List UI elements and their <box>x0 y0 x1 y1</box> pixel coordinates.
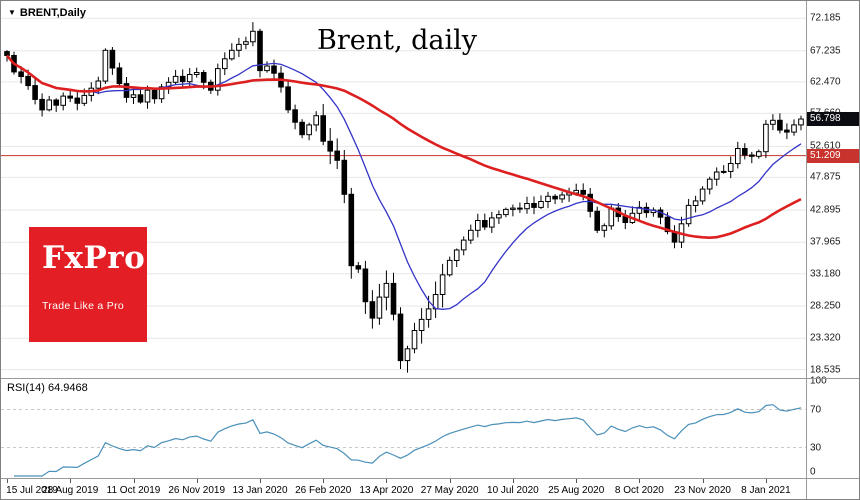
fxpro-logo-text: FxPro <box>42 240 146 276</box>
fxpro-logo-tagline: Trade Like a Pro <box>42 300 125 312</box>
time-tick <box>639 479 641 483</box>
symbol-label: ▼ BRENT,Daily <box>8 7 86 19</box>
rsi-tick-label: 30 <box>810 442 822 453</box>
rsi-tick-label: 70 <box>810 404 822 415</box>
fxpro-logo: FxPro Trade Like a Pro <box>29 227 147 342</box>
price-tick-label: 72.185 <box>810 12 841 24</box>
rsi-timeaxis-separator <box>1 478 859 479</box>
time-tick <box>765 479 767 483</box>
price-tick-label: 33.180 <box>810 268 841 280</box>
rsi-tick-label: 0 <box>810 466 816 478</box>
date-label: 27 May 2020 <box>420 485 479 496</box>
date-label: 26 Feb 2020 <box>295 485 352 496</box>
price-tick-label: 18.535 <box>810 364 841 376</box>
symbol-text: BRENT,Daily <box>19 7 86 19</box>
time-tick <box>386 479 388 483</box>
chart-title: Brent, daily <box>316 25 478 56</box>
price-tick-label: 23.320 <box>810 332 841 344</box>
date-label: 13 Jan 2020 <box>232 485 288 496</box>
date-label: 28 Aug 2019 <box>42 485 99 496</box>
date-label: 25 Aug 2020 <box>548 485 605 496</box>
time-tick <box>576 479 578 483</box>
time-tick <box>512 479 514 483</box>
main-rsi-separator <box>1 378 859 379</box>
time-axis[interactable]: 15 Jul 2019 28 Aug 2019 11 Oct 2019 26 Nov … <box>1 479 806 499</box>
price-tick-label: 37.965 <box>810 236 841 248</box>
time-tick <box>260 479 261 483</box>
rsi-tick-label: 100 <box>810 375 827 387</box>
price-tick-label: 67.235 <box>810 45 841 57</box>
time-tick <box>196 479 198 483</box>
date-label: 26 Nov 2019 <box>168 485 226 496</box>
hline-price-badge: 51.209 <box>807 148 859 163</box>
time-tick <box>70 479 72 483</box>
price-tick-label: 28.250 <box>810 300 841 312</box>
candlestick-chart[interactable] <box>1 1 806 379</box>
symbol-marker-icon: ▼ <box>8 8 16 17</box>
date-label: 15 Jul 2019 <box>6 485 58 496</box>
price-tick-label: 42.895 <box>810 204 841 216</box>
current-price-badge: 56.798 <box>807 112 859 126</box>
date-label: 13 Apr 2020 <box>359 485 414 496</box>
date-label: 10 Jul 2020 <box>487 485 539 496</box>
price-scale[interactable]: 56.798 51.209 72.18567.23562.47057.66052… <box>807 1 859 499</box>
time-tick <box>133 479 135 483</box>
time-tick <box>7 479 8 483</box>
date-label: 11 Oct 2019 <box>106 485 161 496</box>
price-tick-label: 52.610 <box>810 140 841 152</box>
date-label: 8 Oct 2020 <box>614 485 664 496</box>
price-tick-label: 62.470 <box>810 76 841 88</box>
rsi-chart[interactable] <box>1 379 806 478</box>
date-label: 23 Nov 2020 <box>674 485 731 496</box>
price-tick-label: 47.875 <box>810 171 841 183</box>
scale-separator <box>806 1 807 499</box>
rsi-indicator-label: RSI(14) 64.9468 <box>7 382 88 394</box>
date-label: 8 Jan 2021 <box>741 485 791 496</box>
time-tick <box>702 479 704 483</box>
time-tick <box>323 479 325 483</box>
time-tick <box>449 479 451 483</box>
